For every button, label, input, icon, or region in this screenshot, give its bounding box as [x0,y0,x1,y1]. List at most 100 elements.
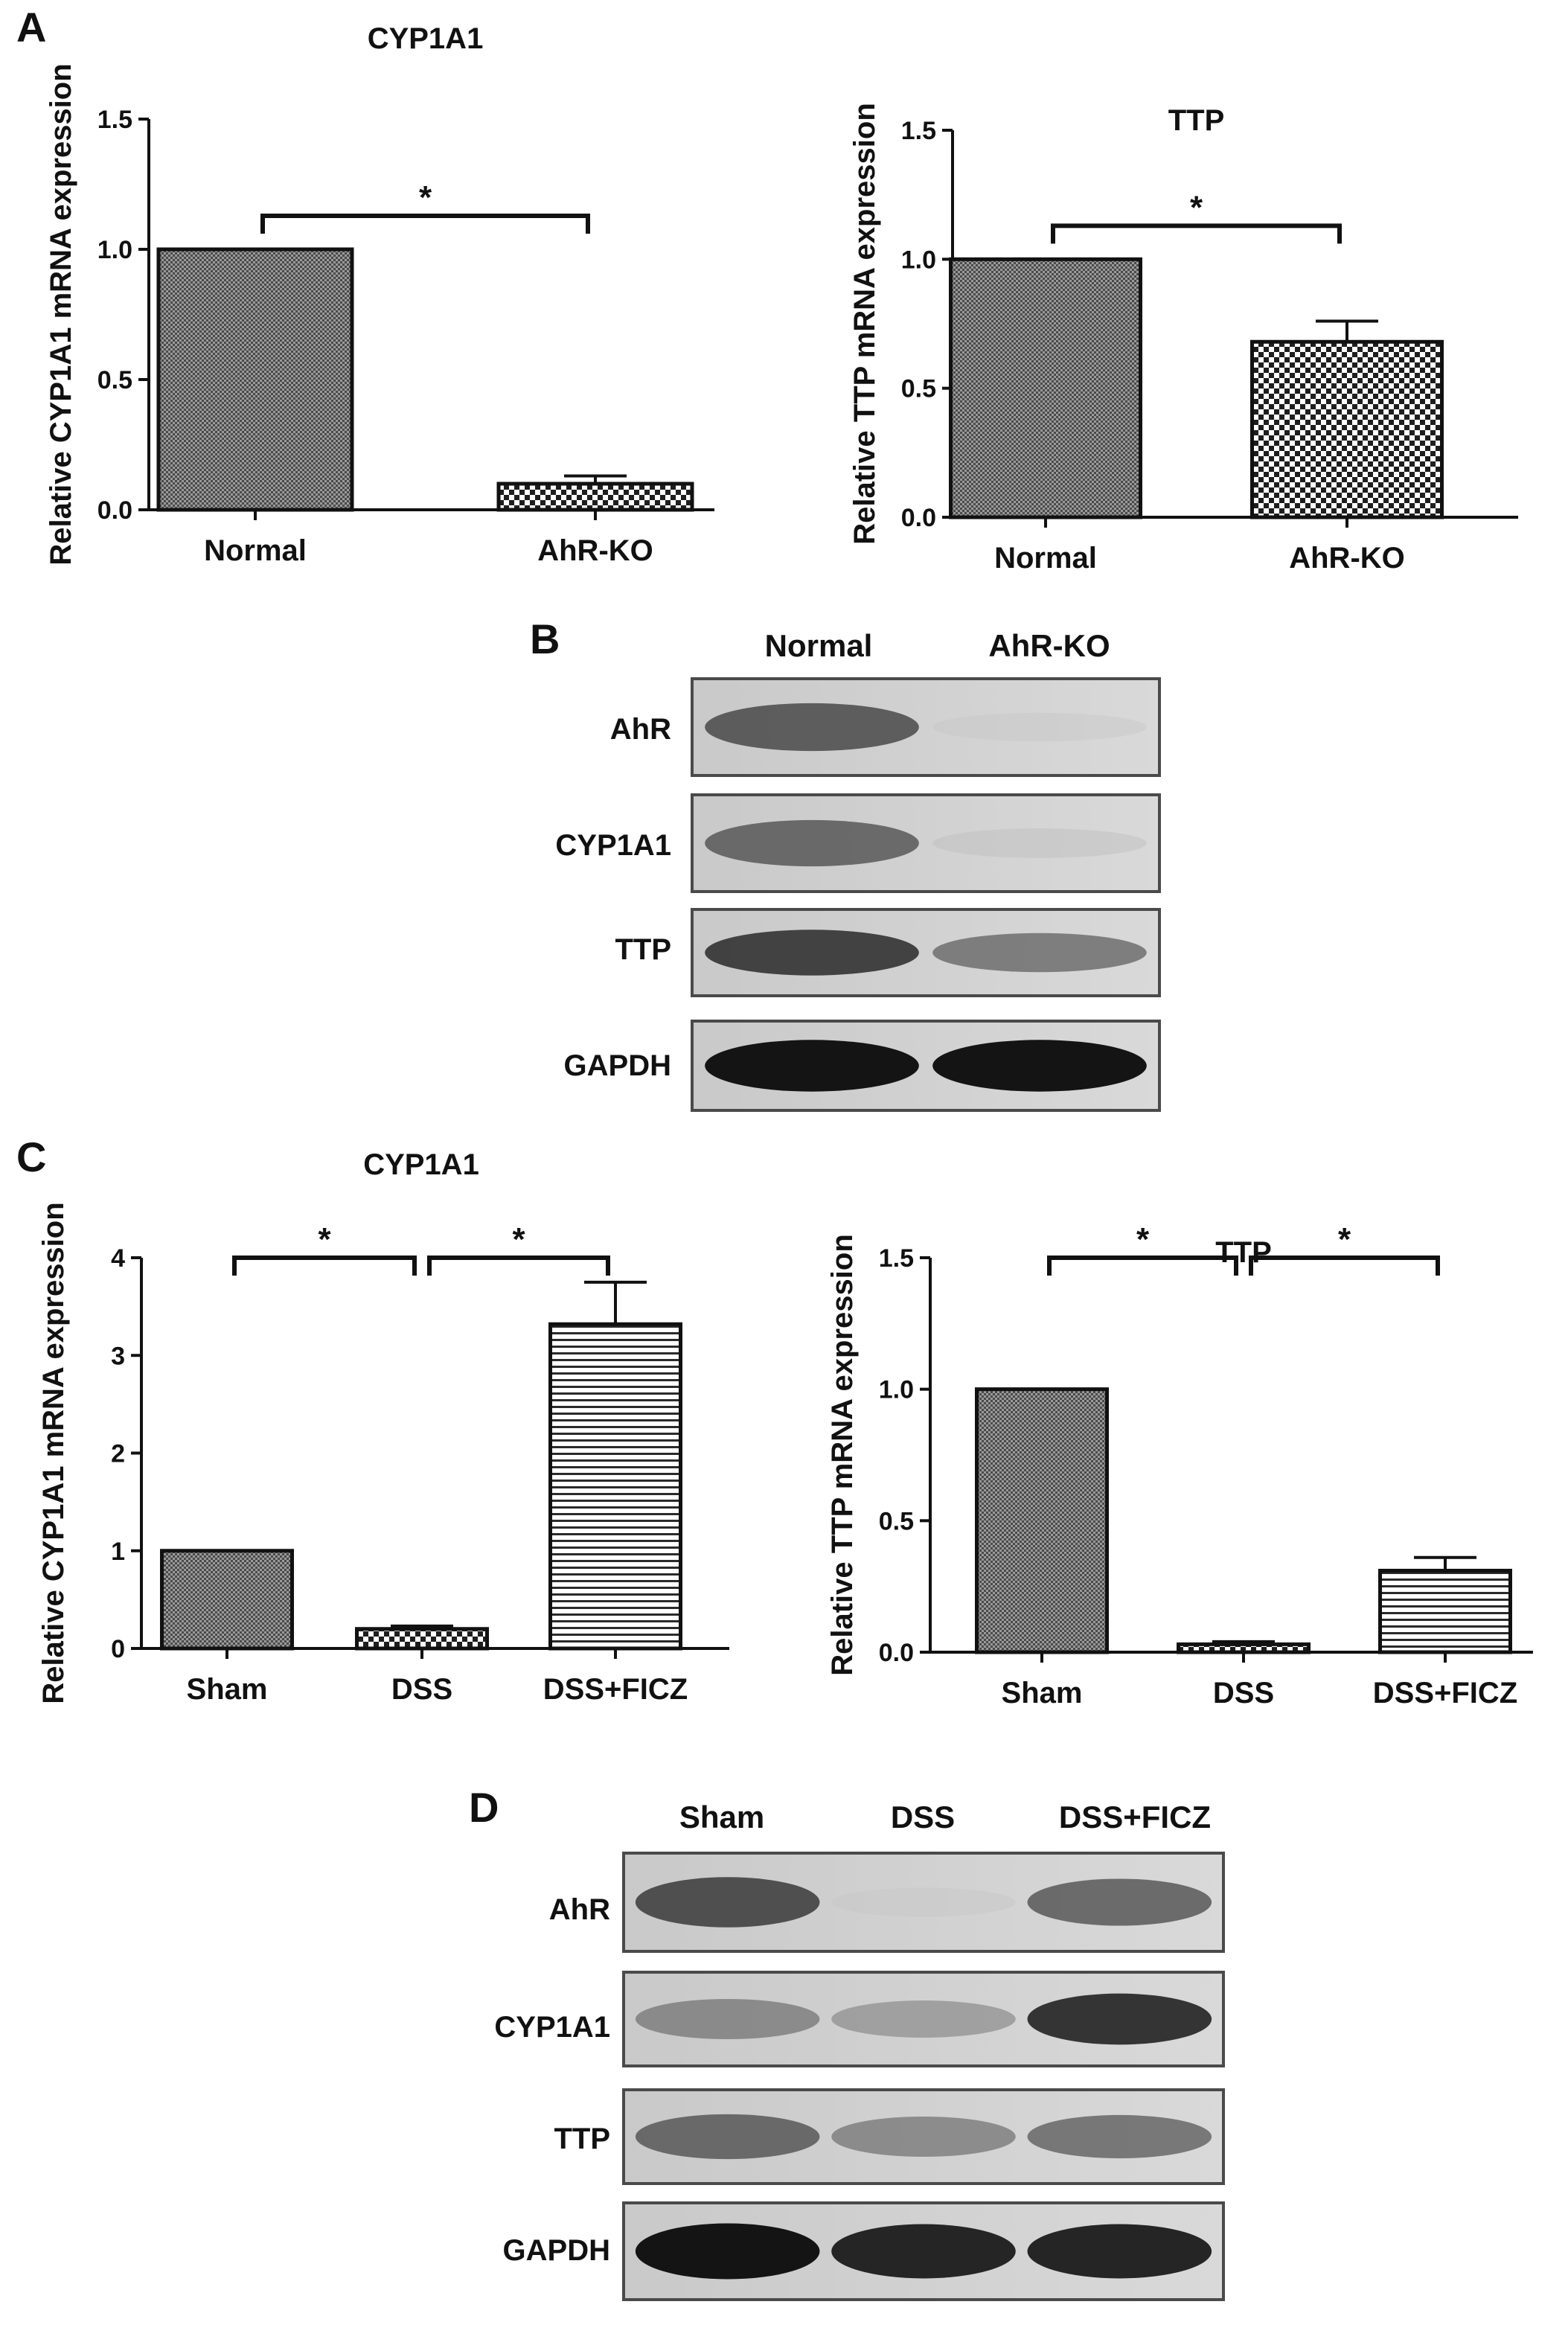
chart-title: CYP1A1 [363,1148,479,1181]
y-tick-label: 1.0 [901,246,936,274]
blot-band [705,703,919,752]
bar [1177,1642,1311,1654]
bar [949,257,1142,519]
y-tick-label: 1.0 [879,1376,914,1404]
y-tick-label: 4 [111,1244,125,1273]
blot-d-lane-sham: Sham [679,1800,765,1835]
bar [160,1549,294,1651]
bar [548,1322,682,1651]
y-tick-label: 0.5 [901,375,936,403]
blot-b-row-cyp1a1: CYP1A1 [555,829,671,862]
significance-bracket [260,214,590,234]
blot-b-row-ttp: TTP [615,933,671,966]
chart-title: CYP1A1 [368,22,484,55]
panel-letter-c: C [16,1133,47,1180]
y-tick-label: 1 [111,1538,125,1566]
y-tick-label: 0.0 [879,1639,914,1667]
blot-band [932,712,1147,742]
blot-band [635,2223,820,2280]
x-tick-label: Normal [994,542,1097,575]
blot-d-strip-ttp [622,2088,1225,2185]
blot-band [932,828,1147,858]
x-tick-label: DSS+FICZ [543,1673,688,1706]
blot-band [932,933,1147,973]
blot-band [635,1877,820,1928]
chart-c-ttp: TTP 0.0 0.5 1.0 1.5 Relative TTP mRNA express… [826,1221,1533,1709]
bar [496,482,694,512]
y-tick-label: 0 [111,1635,125,1663]
blot-b-lane-ahr-ko: AhR-KO [988,628,1110,663]
blot-d-lane-dss: DSS [890,1800,956,1835]
blot-d-row-gapdh: GAPDH [502,2234,610,2267]
blot-b-lane-normal: Normal [764,628,873,663]
panel-letter-d: D [469,1784,499,1831]
significance-bracket [1047,1256,1238,1276]
bar [1250,339,1444,519]
blot-d-row-ahr: AhR [548,1893,610,1926]
blot-d-strip-cyp1a1 [622,1971,1225,2067]
blot-band [1027,1878,1212,1926]
significance-bracket [1249,1256,1440,1276]
y-axis-label: Relative CYP1A1 mRNA expression [37,1202,70,1704]
chart-a-cyp1a1: CYP1A1 0.0 0.5 1.0 1.5 Relative CYP1A1 mRNA e… [45,22,714,567]
bar [156,247,354,512]
significance-star: * [419,179,432,216]
significance-bracket [1051,223,1342,244]
bar [975,1387,1109,1654]
chart-title: TTP [1168,104,1225,137]
x-tick-label: DSS [391,1673,452,1706]
y-tick-label: 1.5 [879,1244,914,1273]
bar [1378,1568,1512,1654]
y-tick-label: 3 [111,1342,125,1370]
blot-b-strip-ttp [691,908,1161,997]
plot-area: CYP1A1 0 1 2 3 4 Relative CYP1A1 mRNA expressi… [37,1148,729,1706]
y-tick-label: 1.5 [97,106,132,134]
blot-band [705,930,919,976]
significance-star: * [1338,1221,1351,1258]
blot-b-strip-cyp1a1 [691,793,1161,893]
chart-c-cyp1a1: CYP1A1 0 1 2 3 4 Relative CYP1A1 mRNA expressi… [37,1148,729,1706]
significance-star: * [1136,1221,1150,1258]
blot-band [635,1998,820,2040]
blot-band [635,2114,820,2160]
y-tick-label: 0.5 [879,1507,914,1535]
blot-band [1027,1993,1212,2045]
blot-band [1027,2114,1212,2159]
blot-band [831,1887,1016,1917]
significance-star: * [1190,189,1203,225]
y-axis-label: Relative TTP mRNA expression [848,103,881,545]
panel-letter-b: B [530,615,560,662]
blot-band [705,1040,919,1092]
blot-d-row-cyp1a1: CYP1A1 [494,2011,610,2044]
y-axis-label: Relative TTP mRNA expression [826,1234,859,1676]
blot-b-row-gapdh: GAPDH [563,1049,671,1082]
x-tick-label: Normal [204,534,307,567]
plot-area: TTP 0.0 0.5 1.0 1.5 Relative TTP mRNA express… [826,1221,1533,1709]
y-tick-label: 1.0 [97,236,132,264]
blot-d-strip-ahr [622,1852,1225,1953]
y-tick-label: 0.5 [97,366,132,394]
blot-band [831,2116,1016,2158]
chart-a-ttp: TTP 0.0 0.5 1.0 1.5 Relative TTP mRNA express… [848,103,1518,575]
significance-bracket [232,1256,417,1276]
plot-area: CYP1A1 0.0 0.5 1.0 1.5 Relative CYP1A1 mRNA e… [45,22,714,567]
y-tick-label: 1.5 [901,117,936,145]
significance-star: * [512,1221,525,1258]
blot-b-row-ahr: AhR [609,713,671,746]
blot-b-strip-ahr [691,677,1161,777]
blot-band [831,2224,1016,2279]
y-tick-label: 0.0 [97,496,132,525]
blot-band [932,1040,1147,1092]
significance-bracket [427,1256,610,1276]
blot-band [705,819,919,867]
x-tick-label: AhR-KO [537,534,653,567]
blot-band [1027,2224,1212,2279]
x-tick-label: Sham [187,1673,268,1706]
x-tick-label: Sham [1002,1677,1083,1709]
bar [355,1627,489,1651]
blot-d-strip-gapdh [622,2201,1225,2301]
y-tick-label: 0.0 [901,504,936,532]
x-tick-label: DSS+FICZ [1373,1677,1517,1709]
x-tick-label: AhR-KO [1289,542,1405,575]
blot-d-lane-dss-ficz: DSS+FICZ [1058,1800,1212,1835]
